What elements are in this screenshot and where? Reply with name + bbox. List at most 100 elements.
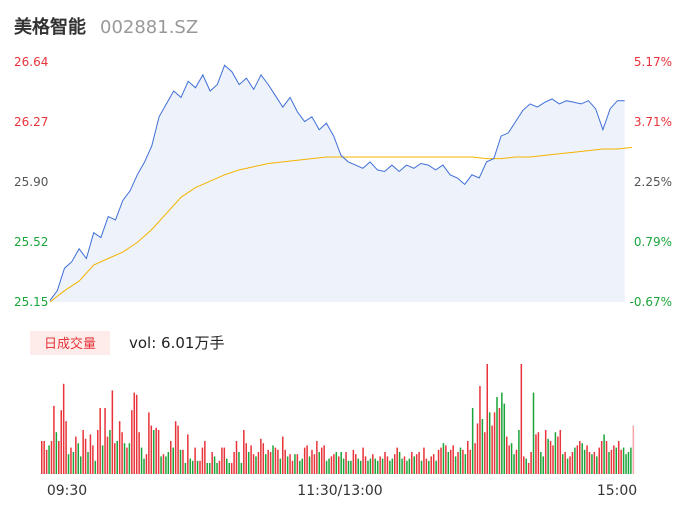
volume-bar [440,447,442,474]
volume-bar [111,390,114,474]
volume-bar [318,452,321,474]
volume-bar [632,425,635,474]
volume-bar [286,456,289,474]
volume-bar [299,460,301,474]
volume-bar [467,441,469,474]
volume-bar [274,447,277,474]
volume-bar [123,443,126,474]
y-left-tick: 26.27 [14,115,48,129]
volume-bar [496,397,498,474]
volume-badge-label: 日成交量 [44,336,96,352]
volume-bar [216,463,218,474]
y-axis-left-ticks: 26.64 26.27 25.90 25.52 25.15 [14,55,48,309]
volume-bar [598,447,600,474]
volume-bar [301,458,303,474]
volume-bar [617,441,620,474]
volume-bar [330,456,333,474]
volume-bar [152,430,155,474]
volume-bar [211,452,213,474]
volume-bar [486,364,489,474]
volume-bar [60,410,62,474]
volume-bar [272,445,274,474]
y-right-tick: 2.25% [634,175,672,189]
volume-bar [208,463,211,474]
volume-bar [459,447,462,474]
volume-bar [488,412,491,474]
volume-bar [96,430,99,474]
volume-bar [206,463,209,474]
volume-badge [30,331,110,355]
y-left-tick: 25.90 [14,175,48,189]
volume-bar [355,454,357,474]
volume-bar [557,436,559,474]
volume-bar [264,454,267,474]
volume-bar [425,458,428,474]
volume-bar [189,458,192,474]
price-line [49,64,625,301]
volume-bar [41,441,43,474]
volume-bar [362,447,364,474]
volume-bar [340,452,342,474]
volume-bar [469,449,471,474]
volume-bar [501,392,503,474]
volume-bar [240,463,243,474]
volume-bar [481,419,484,474]
time-tick-midday: 11:30/13:00 [297,483,382,499]
volume-bar [226,458,228,474]
volume-bar [257,452,260,474]
volume-bar [508,445,510,474]
volume-bar [559,430,562,474]
volume-bar [70,447,72,474]
volume-bar [498,408,501,474]
y-left-tick: 25.15 [14,295,48,309]
average-price-line [49,146,633,303]
volume-bar [625,454,627,474]
volume-bar [476,423,479,474]
volume-value-label: vol: 6.01万手 [129,334,224,352]
volume-bar [311,449,313,474]
volume-bar [588,452,591,474]
volume-bar [435,460,437,474]
volume-bar [289,454,291,474]
volume-bar [104,408,106,474]
volume-bar [106,436,109,474]
volume-bar [82,430,84,474]
volume-bar [449,449,452,474]
volume-bar [457,452,459,474]
volume-bar [245,443,247,474]
volume-bar [155,427,157,474]
volume-bar [325,460,328,474]
volume-bar [182,449,184,474]
volume-bar [313,454,316,474]
volume-bar [532,392,535,474]
volume-bar [172,447,174,474]
volume-bar [525,458,527,474]
volume-bar [167,452,170,474]
volume-bar [84,438,87,474]
volume-bar [384,452,386,474]
volume-bar [43,441,45,474]
volume-bar [493,412,496,474]
volume-bar [566,458,569,474]
volume-bar [262,443,265,474]
volume-bar [296,454,299,474]
volume-bar [45,449,48,474]
volume-bar [157,430,160,474]
volume-bar [464,454,467,474]
volume-bar [379,456,381,474]
y-right-tick: 5.17% [634,55,672,69]
volume-bar [586,445,588,474]
volume-bar [442,443,445,474]
volume-bar [510,443,513,474]
volume-bar [269,452,272,474]
volume-bar [196,460,199,474]
volume-bar [72,452,75,474]
volume-bar [62,383,65,474]
volume-bar [415,454,418,474]
volume-bar [386,456,389,474]
volume-bar [345,452,347,474]
volume-bar [359,460,362,474]
volume-bar [279,458,282,474]
volume-bar [540,452,542,474]
volume-bar [53,405,55,474]
